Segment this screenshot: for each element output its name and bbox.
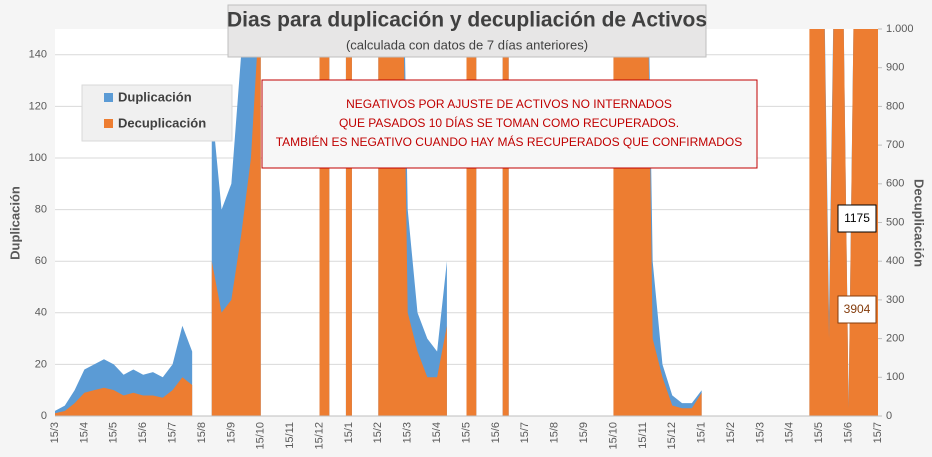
title-box [227, 4, 707, 58]
x-tick-label: 15/4 [78, 422, 90, 443]
x-tick-label: 15/12 [313, 422, 325, 450]
legend-swatch [104, 119, 113, 128]
x-tick-label: 15/2 [725, 422, 737, 443]
x-tick-label: 15/9 [578, 422, 590, 443]
x-tick-label: 15/5 [813, 422, 825, 443]
y-tick-label: 20 [35, 358, 47, 370]
x-tick-label: 15/11 [637, 422, 649, 449]
y2-tick-label: 200 [886, 333, 904, 345]
x-tick-label: 15/5 [108, 422, 120, 443]
x-tick-label: 15/10 [255, 422, 267, 450]
x-tick-label: 15/6 [137, 422, 149, 443]
legend-label: Duplicación [118, 89, 192, 104]
x-tick-label: 15/7 [519, 422, 531, 443]
y-tick-label: 140 [29, 49, 47, 61]
annotation-line: NEGATIVOS POR AJUSTE DE ACTIVOS NO INTER… [346, 97, 672, 111]
x-tick-label: 15/8 [549, 422, 561, 443]
y2-tick-label: 500 [886, 216, 904, 228]
x-tick-label: 15/7 [872, 422, 884, 443]
x-tick-label: 15/5 [460, 422, 472, 443]
x-tick-label: 15/1 [696, 422, 708, 443]
annotation-line: QUE PASADOS 10 DÍAS SE TOMAN COMO RECUPE… [339, 115, 679, 130]
x-tick-label: 15/3 [402, 422, 414, 443]
y2-tick-label: 0 [886, 410, 892, 422]
value-box [837, 295, 877, 324]
y2-tick-label: 800 [886, 100, 904, 112]
y-tick-label: 40 [35, 307, 47, 319]
y2-tick-label: 100 [886, 371, 904, 383]
legend-swatch [104, 93, 113, 102]
x-tick-label: 15/10 [607, 422, 619, 450]
y2-tick-label: 400 [886, 255, 904, 267]
y2-tick-label: 300 [886, 294, 904, 306]
y-tick-label: 0 [41, 410, 47, 422]
value-box [837, 204, 877, 233]
y-tick-label: 80 [35, 204, 47, 216]
x-tick-label: 15/4 [431, 422, 443, 443]
x-tick-label: 15/6 [843, 422, 855, 443]
y2-axis-title: Decuplicación [912, 179, 927, 267]
y-tick-label: 60 [35, 255, 47, 267]
annotation-box [261, 79, 758, 169]
x-tick-label: 15/3 [49, 422, 61, 443]
y-axis-title: Duplicación [7, 186, 22, 260]
annotation-line: TAMBIÉN ES NEGATIVO CUANDO HAY MÁS RECUP… [276, 134, 743, 149]
legend-label: Decuplicación [118, 115, 206, 130]
x-tick-label: 15/11 [284, 422, 296, 449]
y2-tick-label: 1.000 [886, 23, 914, 35]
chart-subtitle: (calculada con datos de 7 días anteriore… [346, 37, 588, 52]
value-box-label: 3904 [844, 302, 871, 316]
x-tick-label: 15/9 [225, 422, 237, 443]
x-tick-label: 15/6 [490, 422, 502, 443]
x-tick-label: 15/8 [196, 422, 208, 443]
y2-tick-label: 600 [886, 178, 904, 190]
y2-tick-label: 900 [886, 62, 904, 74]
chart-title: Dias para duplicación y decupliación de … [227, 9, 707, 32]
x-tick-label: 15/7 [166, 422, 178, 443]
area [55, 29, 878, 416]
y-tick-label: 120 [29, 100, 47, 112]
y-tick-label: 100 [29, 152, 47, 164]
x-tick-label: 15/4 [784, 422, 796, 443]
x-tick-label: 15/12 [666, 422, 678, 450]
x-tick-label: 15/1 [343, 422, 355, 443]
y2-tick-label: 700 [886, 139, 904, 151]
value-box-label: 1175 [844, 211, 870, 225]
x-tick-label: 15/3 [754, 422, 766, 443]
x-tick-label: 15/2 [372, 422, 384, 443]
